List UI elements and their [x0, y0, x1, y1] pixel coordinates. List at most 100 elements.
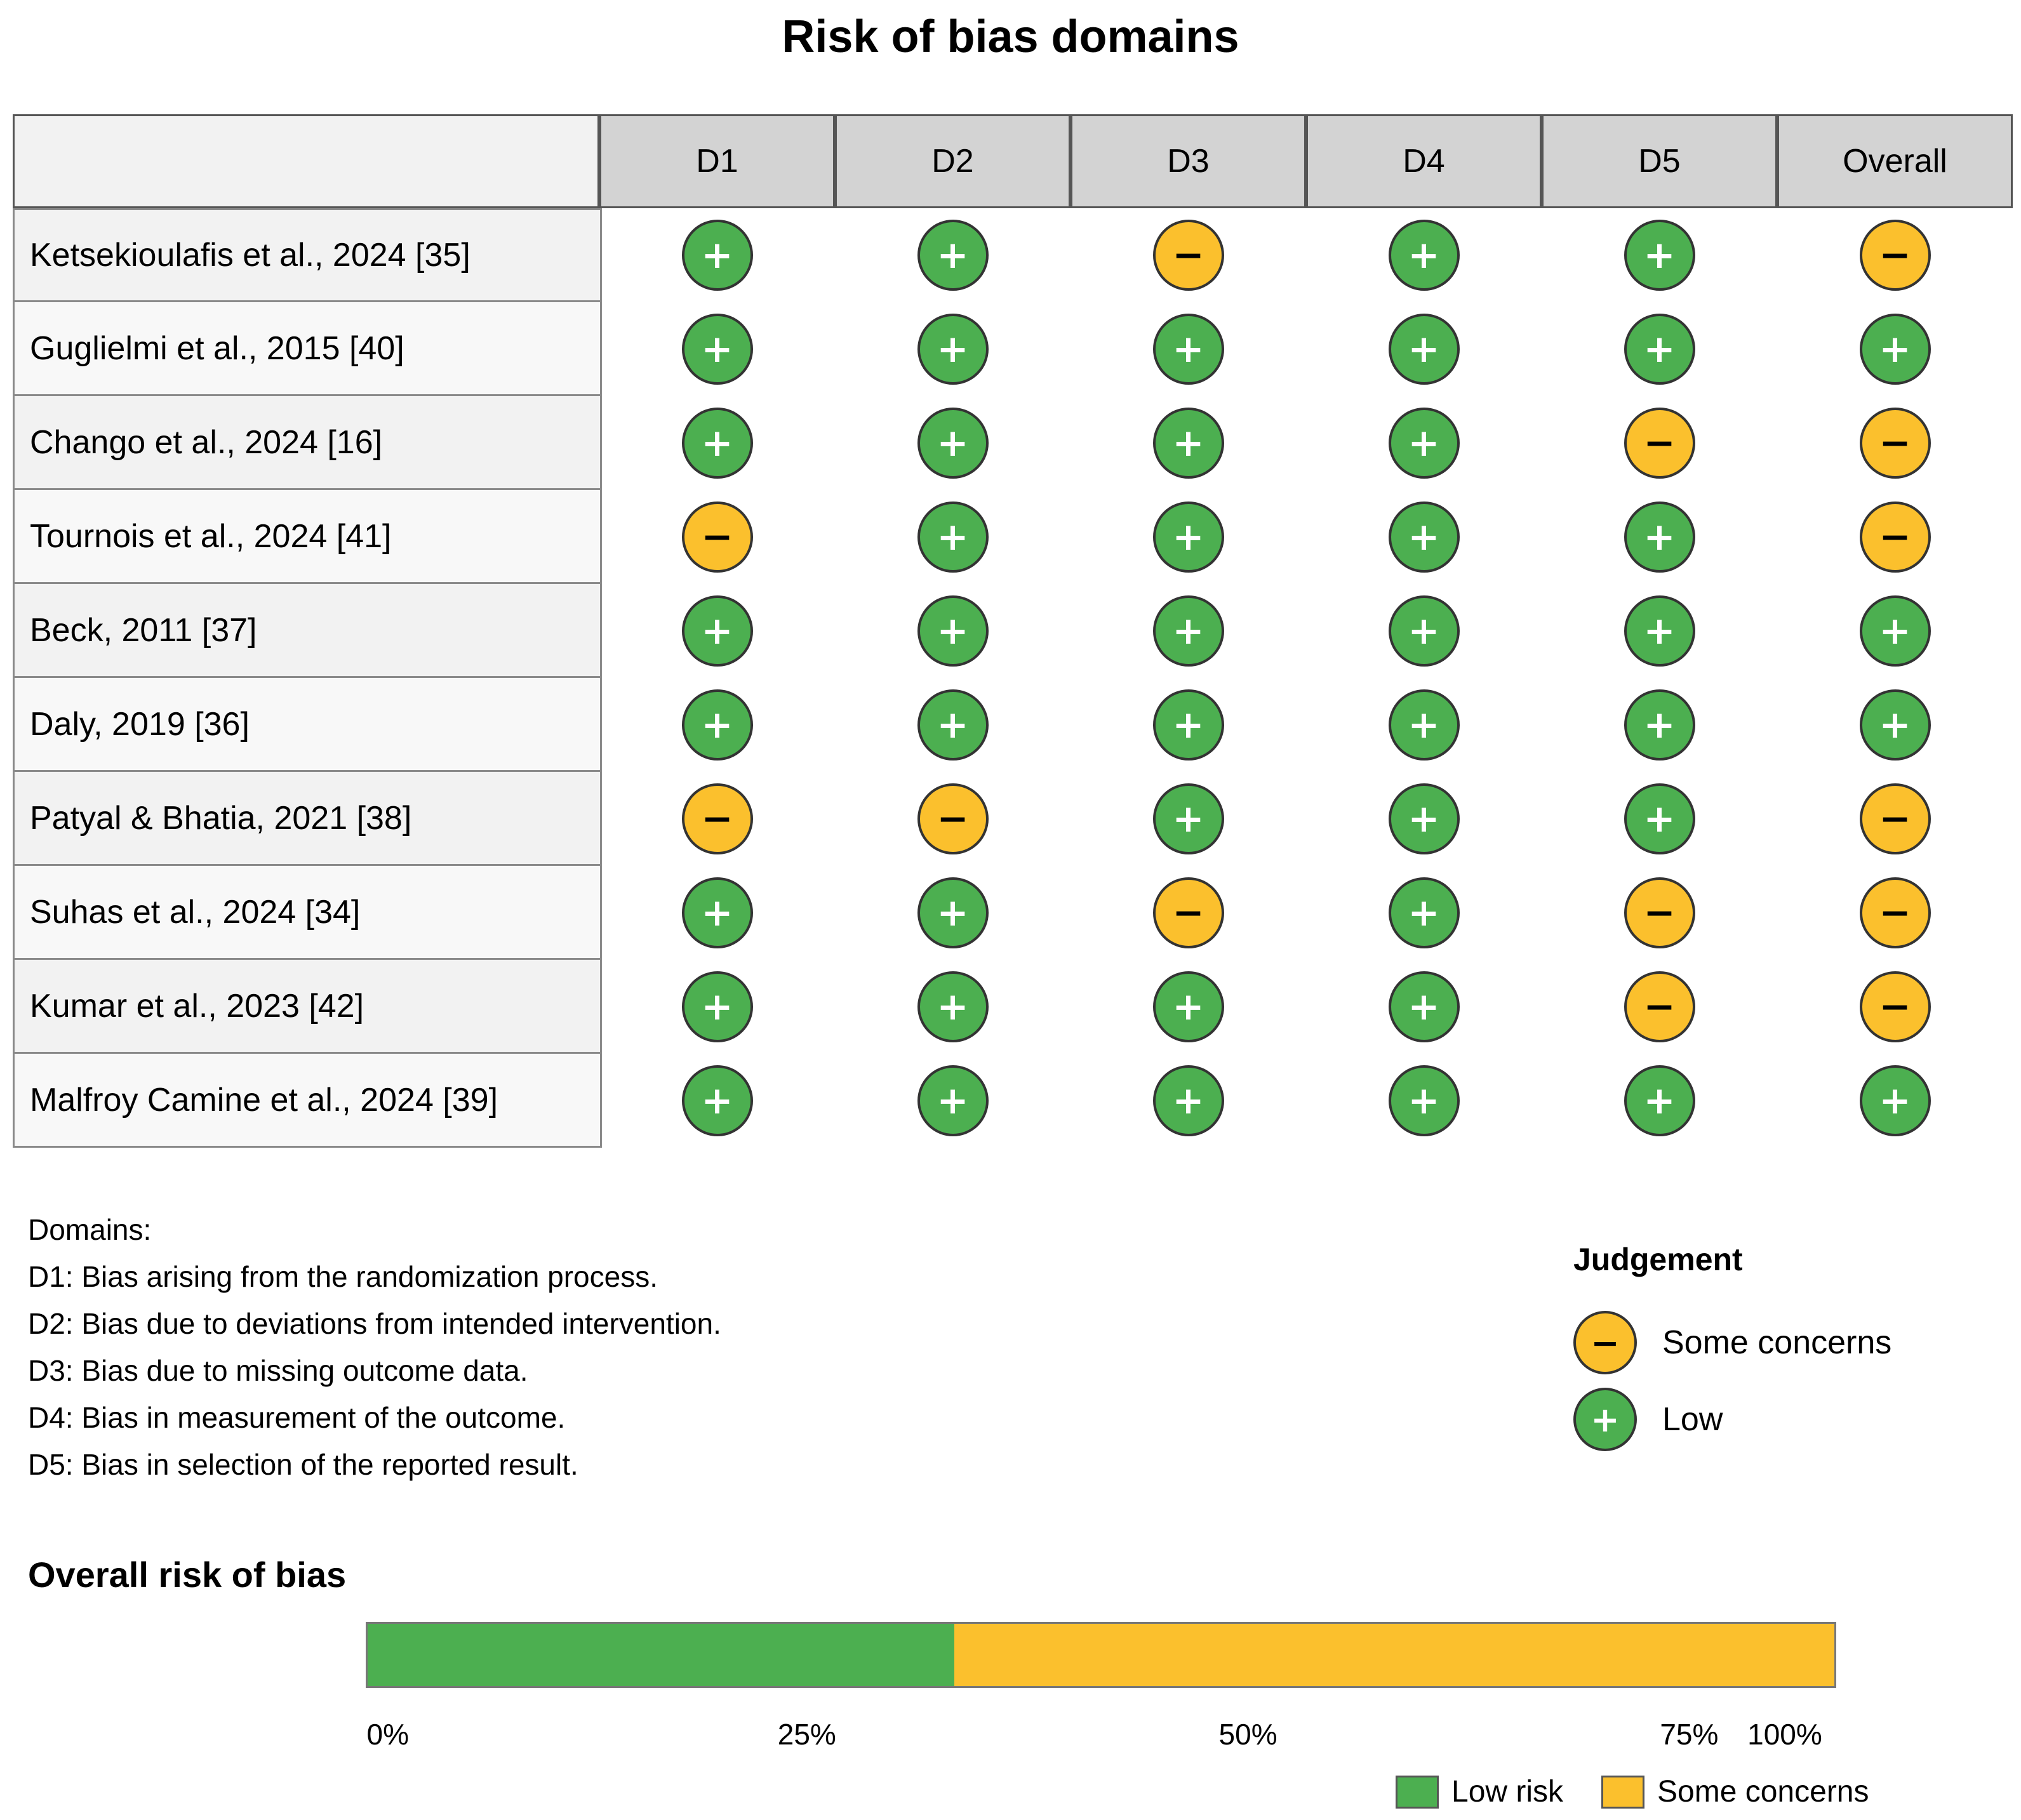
low-risk-swatch: [1396, 1775, 1439, 1809]
study-label: Chango et al., 2024 [16]: [13, 396, 602, 490]
plus-icon: +: [1388, 314, 1460, 385]
plus-icon: +: [1388, 877, 1460, 948]
minus-icon: −: [1624, 408, 1695, 479]
plus-icon: +: [917, 971, 989, 1042]
header-blank-cell: [13, 114, 599, 208]
axis-tick-label: 100%: [1747, 1718, 1822, 1751]
plus-icon: +: [917, 595, 989, 667]
plus-icon: +: [1152, 689, 1224, 761]
plus-icon: +: [681, 1065, 753, 1136]
study-label: Malfroy Camine et al., 2024 [39]: [13, 1054, 602, 1148]
plus-icon: +: [1152, 595, 1224, 667]
bottom-legend-low: Low risk: [1396, 1774, 1563, 1809]
plus-icon: +: [681, 314, 753, 385]
plus-icon: +: [681, 220, 753, 291]
plus-icon: +: [1624, 501, 1695, 573]
minus-icon: −: [1859, 877, 1931, 948]
column-header-d4: D4: [1306, 114, 1542, 208]
bar-segment-some-concerns: [954, 1624, 1834, 1686]
minus-icon: −: [1152, 220, 1224, 291]
plus-icon: +: [917, 689, 989, 761]
axis-tick-label: 0%: [366, 1718, 409, 1751]
plus-icon: +: [1388, 689, 1460, 761]
plus-icon: +: [1388, 783, 1460, 854]
overall-risk-bar: [366, 1622, 1836, 1688]
minus-icon: −: [1859, 501, 1931, 573]
column-header-d1: D1: [599, 114, 835, 208]
some-concerns-swatch: [1601, 1775, 1644, 1809]
judgement-legend-low-label: Low: [1662, 1401, 1723, 1438]
minus-icon: −: [917, 783, 989, 854]
study-label: Kumar et al., 2023 [42]: [13, 960, 602, 1054]
plus-icon: +: [1859, 595, 1931, 667]
plus-icon: +: [1152, 1065, 1224, 1136]
plus-icon: +: [917, 314, 989, 385]
bar-segment-low-risk: [368, 1624, 954, 1686]
plus-icon: +: [1388, 408, 1460, 479]
minus-icon: −: [1859, 783, 1931, 854]
study-label: Patyal & Bhatia, 2021 [38]: [13, 772, 602, 866]
judgement-legend-some-label: Some concerns: [1662, 1324, 1892, 1361]
plus-icon: +: [917, 877, 989, 948]
plus-icon: +: [681, 595, 753, 667]
plus-icon: +: [1152, 408, 1224, 479]
column-header-d2: D2: [835, 114, 1071, 208]
domain-d1-description: D1: Bias arising from the randomization …: [28, 1260, 658, 1293]
study-label: Suhas et al., 2024 [34]: [13, 866, 602, 960]
plus-icon: +: [1624, 595, 1695, 667]
plus-icon: +: [1388, 220, 1460, 291]
domain-d2-description: D2: Bias due to deviations from intended…: [28, 1307, 721, 1340]
minus-icon: −: [1859, 220, 1931, 291]
plus-icon: +: [1152, 314, 1224, 385]
chart-title: Risk of bias domains: [782, 11, 1239, 62]
bottom-legend-some: Some concerns: [1601, 1774, 1869, 1809]
plus-icon: +: [1152, 783, 1224, 854]
judgement-legend-some: − Some concerns: [1573, 1311, 1891, 1374]
plus-icon: +: [1152, 971, 1224, 1042]
plus-icon: +: [1859, 1065, 1931, 1136]
plus-icon: +: [1152, 501, 1224, 573]
column-header-d3: D3: [1071, 114, 1306, 208]
overall-risk-title: Overall risk of bias: [28, 1555, 347, 1595]
plus-icon: +: [1388, 1065, 1460, 1136]
plus-icon: +: [1859, 689, 1931, 761]
study-label: Ketsekioulafis et al., 2024 [35]: [13, 208, 602, 302]
domain-d3-description: D3: Bias due to missing outcome data.: [28, 1354, 528, 1387]
study-label: Beck, 2011 [37]: [13, 584, 602, 678]
plus-icon: +: [681, 689, 753, 761]
minus-icon: −: [1573, 1311, 1637, 1374]
plus-icon: +: [1624, 314, 1695, 385]
column-header-d5: D5: [1542, 114, 1777, 208]
minus-icon: −: [1859, 408, 1931, 479]
plus-icon: +: [1624, 1065, 1695, 1136]
axis-tick-label: 50%: [1218, 1718, 1277, 1751]
judgement-legend-low: + Low: [1573, 1388, 1723, 1451]
domain-d5-description: D5: Bias in selection of the reported re…: [28, 1448, 578, 1481]
plus-icon: +: [1624, 783, 1695, 854]
plus-icon: +: [681, 408, 753, 479]
judgement-legend-title: Judgement: [1573, 1242, 1743, 1277]
plus-icon: +: [917, 501, 989, 573]
domains-heading: Domains:: [28, 1213, 152, 1246]
minus-icon: −: [681, 501, 753, 573]
plus-icon: +: [1624, 220, 1695, 291]
plus-icon: +: [1388, 595, 1460, 667]
study-label: Daly, 2019 [36]: [13, 678, 602, 772]
plus-icon: +: [1573, 1388, 1637, 1451]
bottom-legend-low-label: Low risk: [1451, 1775, 1564, 1809]
minus-icon: −: [1624, 971, 1695, 1042]
minus-icon: −: [1152, 877, 1224, 948]
plus-icon: +: [1388, 501, 1460, 573]
plus-icon: +: [681, 971, 753, 1042]
plus-icon: +: [917, 408, 989, 479]
plus-icon: +: [917, 1065, 989, 1136]
plus-icon: +: [1859, 314, 1931, 385]
column-header-overall: Overall: [1777, 114, 2013, 208]
domains-legend: Domains: D1: Bias arising from the rando…: [28, 1206, 721, 1488]
minus-icon: −: [681, 783, 753, 854]
study-label: Tournois et al., 2024 [41]: [13, 490, 602, 584]
axis-tick-label: 75%: [1660, 1718, 1719, 1751]
domain-d4-description: D4: Bias in measurement of the outcome.: [28, 1401, 566, 1434]
plus-icon: +: [1624, 689, 1695, 761]
minus-icon: −: [1859, 971, 1931, 1042]
